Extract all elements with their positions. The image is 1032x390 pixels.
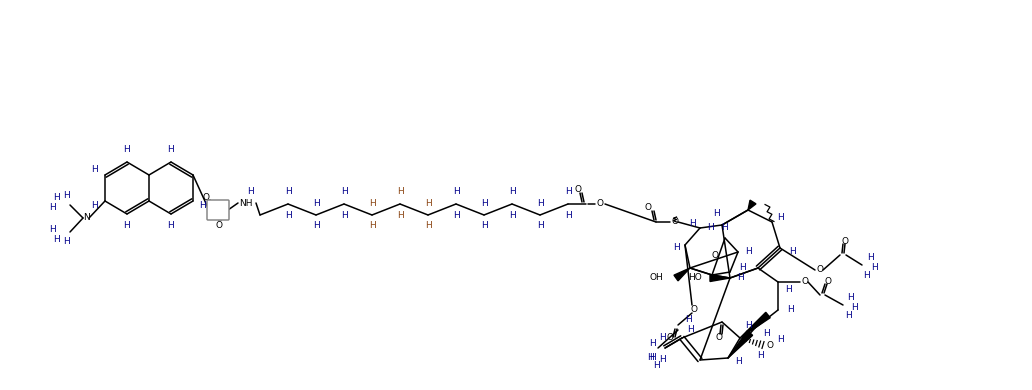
Text: H: H xyxy=(764,328,770,337)
Text: H: H xyxy=(509,211,515,220)
Text: O: O xyxy=(645,204,651,213)
Text: H: H xyxy=(124,145,130,154)
Text: H: H xyxy=(659,356,667,365)
Text: H: H xyxy=(684,316,691,324)
Polygon shape xyxy=(740,312,770,338)
Text: H: H xyxy=(453,188,459,197)
Text: H: H xyxy=(313,199,319,207)
Text: H: H xyxy=(199,202,206,211)
Text: H: H xyxy=(777,335,783,344)
Text: H: H xyxy=(481,199,487,207)
Text: H: H xyxy=(167,145,174,154)
Text: H: H xyxy=(649,339,656,347)
Text: H: H xyxy=(659,333,667,342)
Text: H: H xyxy=(707,223,713,232)
Text: H: H xyxy=(396,211,404,220)
Text: H: H xyxy=(788,246,796,255)
Text: H: H xyxy=(649,353,656,362)
Text: H: H xyxy=(63,190,69,200)
Polygon shape xyxy=(748,200,756,210)
Text: H: H xyxy=(851,303,859,312)
Text: H: H xyxy=(784,285,792,294)
Text: H: H xyxy=(736,356,742,365)
Text: O: O xyxy=(841,238,848,246)
Text: H: H xyxy=(396,188,404,197)
Text: HO: HO xyxy=(688,273,702,282)
Text: O: O xyxy=(816,266,824,275)
Text: H: H xyxy=(453,211,459,220)
Text: H: H xyxy=(686,326,694,335)
Text: OH: OH xyxy=(649,273,663,282)
Text: H: H xyxy=(368,222,376,230)
Text: H: H xyxy=(49,225,56,234)
Text: H: H xyxy=(565,211,572,220)
Text: H: H xyxy=(247,186,254,195)
Text: H: H xyxy=(124,222,130,230)
Text: H: H xyxy=(688,218,696,227)
Text: H: H xyxy=(565,188,572,197)
Text: O: O xyxy=(825,278,832,287)
Text: O: O xyxy=(715,333,722,342)
Text: H: H xyxy=(713,209,720,218)
Text: H: H xyxy=(424,199,431,207)
Text: NH: NH xyxy=(239,199,253,207)
Text: O: O xyxy=(690,305,698,314)
Text: H: H xyxy=(509,188,515,197)
Text: H: H xyxy=(652,362,659,370)
Text: H: H xyxy=(424,222,431,230)
Polygon shape xyxy=(710,275,730,282)
Text: O: O xyxy=(711,250,718,259)
Polygon shape xyxy=(674,268,690,281)
FancyBboxPatch shape xyxy=(207,200,229,220)
Text: O: O xyxy=(596,200,604,209)
Text: H: H xyxy=(867,252,873,262)
Text: H: H xyxy=(54,193,61,202)
Text: O: O xyxy=(202,193,209,202)
Text: H: H xyxy=(777,213,783,222)
Text: H: H xyxy=(341,188,348,197)
Text: N: N xyxy=(83,213,90,223)
Text: H: H xyxy=(674,243,680,252)
Text: H: H xyxy=(54,236,61,245)
Text: H: H xyxy=(745,248,751,257)
Text: O: O xyxy=(672,218,678,227)
Text: H: H xyxy=(481,222,487,230)
Text: O: O xyxy=(767,340,774,349)
Text: H: H xyxy=(313,222,319,230)
Text: H: H xyxy=(341,211,348,220)
Text: H: H xyxy=(871,262,877,271)
Text: H: H xyxy=(285,188,291,197)
Text: H: H xyxy=(844,310,851,319)
Text: H: H xyxy=(368,199,376,207)
Text: H: H xyxy=(285,211,291,220)
Text: H: H xyxy=(864,271,870,280)
Text: H: H xyxy=(737,273,743,282)
Text: H: H xyxy=(537,222,544,230)
Text: S: S xyxy=(215,205,221,215)
Text: H: H xyxy=(92,202,98,211)
Polygon shape xyxy=(728,331,752,358)
Text: O: O xyxy=(575,186,581,195)
Text: H: H xyxy=(49,202,56,211)
Text: H: H xyxy=(757,351,765,360)
Text: H: H xyxy=(647,353,653,362)
Text: H: H xyxy=(786,305,794,314)
Text: H: H xyxy=(92,165,98,174)
Text: H: H xyxy=(537,199,544,207)
Text: O: O xyxy=(667,333,674,342)
Text: H: H xyxy=(721,223,729,232)
Text: H: H xyxy=(847,292,854,301)
Text: H: H xyxy=(739,262,745,271)
Text: O: O xyxy=(802,278,808,287)
Text: O: O xyxy=(216,220,223,229)
Text: H: H xyxy=(745,321,751,330)
Text: H: H xyxy=(63,238,69,246)
Text: H: H xyxy=(167,222,174,230)
